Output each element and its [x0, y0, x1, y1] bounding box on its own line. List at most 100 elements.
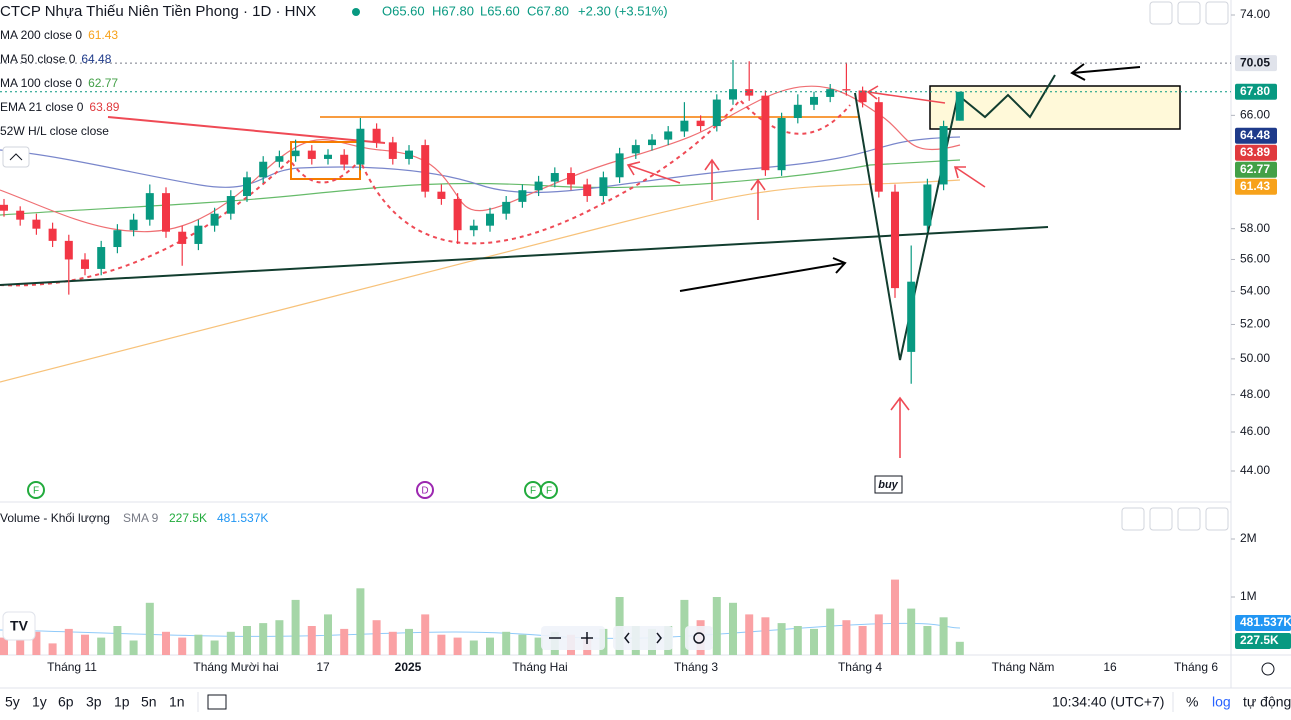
candle-body — [729, 89, 737, 100]
indicator-name: 52W H/L close close — [0, 124, 109, 138]
event-marker[interactable] — [540, 481, 558, 499]
event-marker[interactable] — [27, 481, 45, 499]
y-tick-label: 50.00 — [1240, 351, 1270, 365]
ma200-line — [0, 179, 961, 383]
y-tick-label: 54.00 — [1240, 284, 1270, 298]
time-label: Tháng 11 — [47, 660, 97, 674]
range-button[interactable]: 6p — [58, 694, 74, 710]
y-tick-label: 74.00 — [1240, 7, 1270, 21]
time-label: Tháng 4 — [838, 660, 882, 674]
move-up-button[interactable] — [1121, 507, 1145, 531]
indicator-value: 62.77 — [88, 76, 118, 90]
percent-toggle[interactable]: % — [1186, 694, 1198, 710]
maximize-button[interactable] — [1205, 507, 1229, 531]
y-tick-label: 2M — [1240, 531, 1257, 545]
range-button[interactable]: 1y — [32, 694, 47, 710]
price-badge-label: 64.48 — [1240, 128, 1270, 142]
status-dot — [352, 8, 360, 16]
collapse-button[interactable] — [2, 146, 30, 168]
clock: 10:34:40 (UTC+7) — [1052, 694, 1164, 710]
range-button[interactable]: 5n — [141, 694, 157, 710]
volume-bar — [939, 617, 948, 655]
time-axis: Tháng 11 Tháng Mười hai 17 2025 Tháng Ha… — [47, 660, 1218, 674]
candle-body — [680, 120, 689, 132]
zoom-buttons[interactable] — [549, 632, 593, 644]
indicator-legend: MA 200 close 0 61.43 MA 50 close 0 64.48 MA … — [0, 28, 120, 138]
y-tick-label: 46.00 — [1240, 424, 1270, 438]
volume-bar — [226, 631, 235, 655]
candle-body — [777, 118, 786, 171]
candle-body — [567, 173, 575, 185]
volume-badge-label: 227.5K — [1240, 633, 1279, 647]
volume-sma: SMA 9 — [123, 511, 159, 525]
log-toggle[interactable]: log — [1212, 694, 1231, 710]
move-down-button[interactable] — [1149, 1, 1173, 25]
y-tick-label: 48.00 — [1240, 387, 1270, 401]
volume-value: 227.5K — [169, 511, 207, 525]
volume-bar — [907, 608, 916, 655]
candle-body — [307, 150, 316, 159]
range-button[interactable]: 1p — [114, 694, 130, 710]
candle-body — [858, 90, 867, 103]
indicator-name: EMA 21 close 0 — [0, 100, 84, 114]
candle-body — [0, 204, 8, 211]
date-range-button[interactable] — [207, 694, 227, 710]
volume-bar — [469, 640, 478, 655]
y-tick-label: 44.00 — [1240, 463, 1270, 477]
price-badge-label: 61.43 — [1240, 179, 1270, 193]
ma50-line — [0, 136, 961, 194]
candle-body — [275, 156, 284, 162]
settings-button[interactable] — [1261, 662, 1275, 676]
logo — [2, 611, 36, 641]
change: +2.30 (+3.51%) — [578, 3, 668, 18]
arrow — [679, 257, 847, 292]
indicator-value: 64.48 — [81, 52, 111, 66]
candle-body — [162, 193, 170, 232]
range-button[interactable]: 1n — [169, 694, 185, 710]
volume-bar — [48, 643, 57, 655]
volume-bar — [421, 614, 430, 655]
maximize-button[interactable] — [1205, 1, 1229, 25]
time-label: 2025 — [395, 660, 422, 674]
event-marker[interactable] — [416, 481, 434, 499]
candle-body — [745, 89, 754, 96]
volume-bar — [340, 628, 349, 655]
candle-body — [421, 145, 430, 192]
volume-bar — [745, 614, 754, 655]
candle-body — [599, 177, 608, 197]
range-button[interactable]: 5y — [5, 694, 20, 710]
candle-body — [226, 196, 235, 214]
volume-bar — [712, 597, 721, 655]
candle-body — [97, 247, 106, 269]
volume-bar — [32, 631, 41, 655]
candle-body — [178, 231, 187, 244]
auto-toggle[interactable]: tự động — [1243, 694, 1291, 710]
candle-body — [534, 181, 543, 191]
collapse-button[interactable] — [1177, 1, 1201, 25]
events: F D F F buy — [27, 475, 903, 499]
candle-body — [356, 128, 365, 165]
candle-body — [939, 126, 948, 185]
candle-body — [810, 96, 818, 105]
volume-bar — [793, 626, 802, 655]
volume-bar — [356, 588, 365, 655]
price-badge — [1235, 127, 1277, 144]
candle-body — [469, 225, 478, 231]
ma100-line — [0, 159, 961, 216]
candle-body — [955, 91, 964, 121]
volume-badge — [1235, 633, 1291, 649]
volume-bar — [162, 631, 170, 655]
reset-button[interactable] — [693, 632, 705, 644]
volume-bar — [955, 641, 964, 655]
scroll-buttons[interactable] — [624, 632, 662, 644]
close-button[interactable] — [1149, 507, 1173, 531]
candle-body — [518, 190, 527, 202]
candle-body — [615, 153, 624, 178]
range-button[interactable]: 3p — [86, 694, 102, 710]
price-badge-label: 70.05 — [1240, 55, 1270, 69]
volume-sma-line — [0, 622, 961, 639]
price-badge — [1235, 144, 1277, 161]
collapse-button[interactable] — [1177, 507, 1201, 531]
candle-body — [891, 191, 899, 289]
